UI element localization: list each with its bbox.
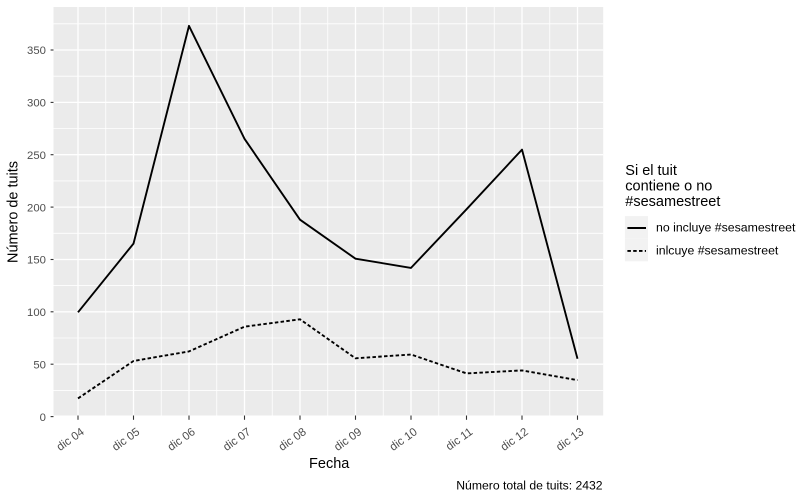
svg-text:100: 100 (27, 307, 46, 319)
svg-text:Si el tuit: Si el tuit (625, 163, 677, 179)
svg-text:0: 0 (40, 412, 46, 424)
svg-text:200: 200 (27, 202, 46, 214)
svg-text:#sesamestreet: #sesamestreet (625, 194, 720, 210)
svg-text:50: 50 (33, 359, 46, 371)
svg-text:350: 350 (27, 45, 46, 57)
svg-text:no incluye #sesamestreet: no incluye #sesamestreet (656, 220, 796, 234)
svg-text:300: 300 (27, 98, 46, 110)
svg-text:Fecha: Fecha (309, 456, 350, 472)
svg-text:Número de tuits: Número de tuits (6, 161, 22, 263)
svg-text:inlcuye #sesamestreet: inlcuye #sesamestreet (656, 244, 779, 258)
svg-text:contiene o no: contiene o no (625, 179, 712, 195)
svg-text:Número total de tuits: 2432: Número total de tuits: 2432 (456, 478, 603, 492)
svg-text:150: 150 (27, 255, 46, 267)
svg-text:250: 250 (27, 150, 46, 162)
